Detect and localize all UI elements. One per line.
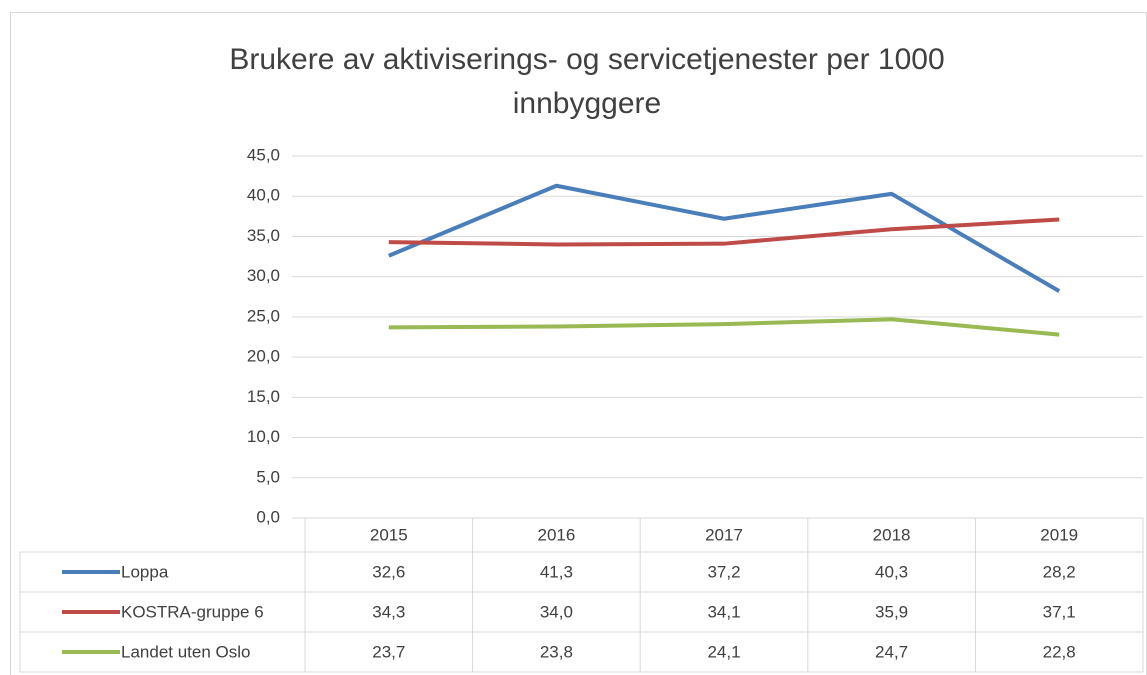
chart-title: Brukere av aktiviserings- og servicetjen… xyxy=(229,43,945,120)
table-value: 41,3 xyxy=(540,562,573,581)
table-value: 34,1 xyxy=(707,602,740,621)
table-value: 28,2 xyxy=(1043,562,1076,581)
table-value: 40,3 xyxy=(875,562,908,581)
y-tick-label: 25,0 xyxy=(247,306,280,325)
table-value: 34,0 xyxy=(540,602,573,621)
y-tick-label: 35,0 xyxy=(247,226,280,245)
series-line xyxy=(388,317,1060,337)
table-value: 23,8 xyxy=(540,642,573,661)
legend-label: KOSTRA-gruppe 6 xyxy=(121,602,264,621)
series-line xyxy=(388,217,1060,247)
y-tick-label: 20,0 xyxy=(247,347,280,366)
table-value: 23,7 xyxy=(372,642,405,661)
table-value: 24,1 xyxy=(707,642,740,661)
x-tick-label: 2015 xyxy=(370,525,408,544)
x-tick-label: 2018 xyxy=(873,525,911,544)
y-tick-label: 40,0 xyxy=(247,186,280,205)
y-tick-label: 45,0 xyxy=(247,145,280,164)
x-tick-label: 2019 xyxy=(1040,525,1078,544)
table-value: 35,9 xyxy=(875,602,908,621)
table-value: 37,1 xyxy=(1043,602,1076,621)
legend-label: Loppa xyxy=(121,562,169,581)
series-line xyxy=(388,183,1061,293)
table-value: 37,2 xyxy=(707,562,740,581)
y-tick-label: 30,0 xyxy=(247,266,280,285)
table-value: 32,6 xyxy=(372,562,405,581)
table-value: 22,8 xyxy=(1043,642,1076,661)
y-tick-label: 5,0 xyxy=(256,467,280,486)
table-value: 24,7 xyxy=(875,642,908,661)
y-tick-label: 10,0 xyxy=(247,427,280,446)
y-tick-label: 0,0 xyxy=(256,507,280,526)
legend-label: Landet uten Oslo xyxy=(121,642,250,661)
table-value: 34,3 xyxy=(372,602,405,621)
y-tick-label: 15,0 xyxy=(247,387,280,406)
x-tick-label: 2016 xyxy=(537,525,575,544)
x-tick-label: 2017 xyxy=(705,525,743,544)
